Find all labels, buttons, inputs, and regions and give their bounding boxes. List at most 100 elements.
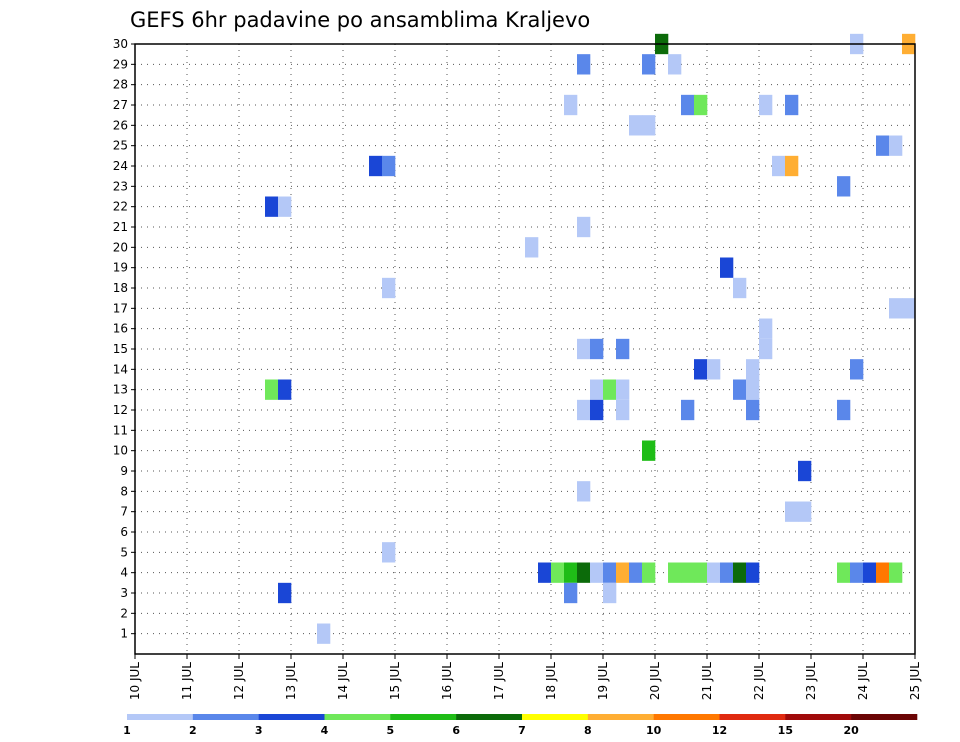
precip-cell [863,562,877,583]
y-tick-label: 8 [120,484,128,498]
legend-label: 4 [321,724,329,737]
precip-cell [317,623,331,644]
y-tick-label: 7 [120,505,128,519]
precip-cell [746,379,760,400]
x-tick-label: 11 JUL [180,662,194,700]
legend-label: 7 [518,724,526,737]
precip-cell [616,399,630,421]
precip-cell [603,379,617,400]
y-tick-label: 30 [113,37,128,51]
precip-cell [681,562,695,583]
y-tick-label: 16 [113,322,128,336]
y-tick-label: 21 [113,220,128,234]
y-tick-label: 11 [113,423,128,437]
precip-cell [889,135,903,156]
y-tick-label: 14 [113,362,128,376]
y-tick-label: 23 [113,179,128,193]
precip-cell [629,115,643,136]
precip-cell [798,501,812,522]
precip-cell [720,257,734,278]
legend-label: 15 [778,724,793,737]
y-tick-label: 1 [120,627,128,641]
precip-cell [382,542,396,563]
x-tick-label: 23 JUL [804,662,818,700]
x-tick-label: 25 JUL [908,662,922,700]
precip-cell [642,562,656,583]
y-axis: 1234567891011121314151617181920212223242… [113,37,135,641]
precip-cell [616,379,630,400]
precip-cell [733,277,747,299]
precip-cell [876,562,890,583]
legend-swatch [192,714,259,720]
y-tick-label: 19 [113,261,128,275]
precip-cell [759,94,773,116]
precip-cell [694,562,708,583]
precip-cell [382,277,396,299]
precip-cell [850,359,864,380]
y-tick-label: 6 [120,525,128,539]
legend-label: 1 [123,724,131,737]
y-tick-label: 22 [113,200,128,214]
legend-label: 8 [584,724,592,737]
precip-cells [265,33,916,644]
precip-cell [668,54,682,75]
y-tick-label: 28 [113,78,128,92]
x-tick-label: 21 JUL [700,662,714,700]
color-legend: 1 2 3 4 5 6 7 8 10 12 15 20 [123,714,918,737]
legend-swatch [522,714,589,720]
precip-cell [759,338,773,360]
precip-cell [564,582,578,604]
y-tick-label: 25 [113,139,128,153]
precip-cell [603,562,617,583]
legend-label: 5 [387,724,395,737]
precip-cell [577,54,591,75]
precip-cell [785,501,799,522]
x-tick-label: 10 JUL [128,662,142,700]
legend-swatch [324,714,391,720]
precip-cell [889,298,903,319]
y-tick-label: 17 [113,301,128,315]
legend-label: 10 [646,724,662,737]
legend-swatch [851,714,918,720]
y-tick-label: 24 [113,159,128,173]
precip-cell [265,379,279,400]
precip-cell [707,359,721,380]
legend-label: 20 [844,724,860,737]
precip-cell [278,582,292,604]
x-axis: 10 JUL 11 JUL 12 JUL 13 JUL 14 JUL 15 JUL 16 J… [128,654,922,700]
legend-swatch [390,714,457,720]
y-tick-label: 10 [113,444,128,458]
precip-cell [616,562,630,583]
y-tick-label: 27 [113,98,128,112]
precip-cell [590,379,604,400]
precip-cell [382,155,396,177]
y-tick-label: 9 [120,464,128,478]
legend-swatch [587,714,654,720]
precip-cell [577,338,591,360]
y-tick-label: 26 [113,118,128,132]
precip-cell [720,562,734,583]
precip-cell [642,54,656,75]
precip-cell [694,94,708,116]
legend-label: 6 [452,724,460,737]
precip-cell [551,562,565,583]
precip-cell [616,338,630,360]
precip-cell [590,399,604,421]
precip-cell [603,582,617,604]
precip-cell [772,155,786,177]
precip-cell [746,399,760,421]
x-tick-label: 15 JUL [388,662,402,700]
precip-cell [837,176,851,197]
precip-cell [876,135,890,156]
precip-cell [668,562,682,583]
precip-cell [577,562,591,583]
precip-cell [850,562,864,583]
precip-cell [642,440,656,461]
legend-swatch [785,714,852,720]
precip-cell [785,155,799,177]
precip-cell [694,359,708,380]
legend-label: 2 [189,724,197,737]
precip-cell [577,216,591,238]
y-tick-label: 2 [120,606,128,620]
